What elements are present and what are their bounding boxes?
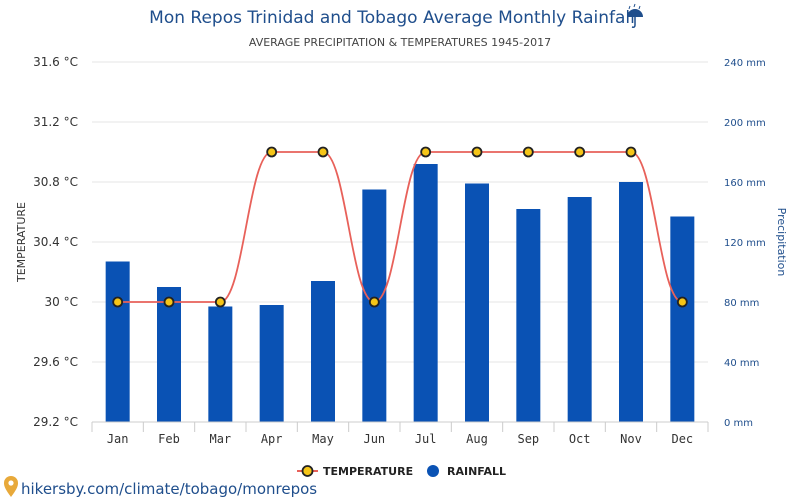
source-link[interactable]: hikersby.com/climate/tobago/monrepos: [21, 480, 317, 498]
chart-subtitle: AVERAGE PRECIPITATION & TEMPERATURES 194…: [249, 36, 551, 49]
temperature-point: [266, 146, 278, 158]
x-tick-label: Jul: [415, 432, 437, 446]
right-axis-label: Precipitation: [775, 208, 788, 277]
x-tick-label: Dec: [671, 432, 693, 446]
x-tick-label: Apr: [261, 432, 283, 446]
right-tick-label: 200 mm: [724, 118, 766, 129]
rainfall-bars: [105, 164, 695, 422]
x-tick-label: Aug: [466, 432, 488, 446]
rainfall-bar: [105, 261, 130, 422]
temperature-point: [676, 296, 688, 308]
right-tick-label: 240 mm: [724, 58, 766, 69]
right-tick-label: 120 mm: [724, 238, 766, 249]
rainfall-bar: [670, 216, 695, 422]
temperature-point: [471, 146, 483, 158]
temperature-series: [112, 146, 688, 308]
temperature-point: [522, 146, 534, 158]
x-tick-label: Nov: [620, 432, 642, 446]
legend-temperature-label: TEMPERATURE: [323, 465, 413, 478]
chart-title-group: Mon Repos Trinidad and Tobago Average Mo…: [149, 3, 643, 49]
location-pin-icon: [4, 476, 18, 497]
left-tick-label: 30 °C: [45, 295, 78, 309]
legend-rainfall-label: RAINFALL: [447, 465, 506, 478]
rainfall-bar: [208, 306, 233, 422]
temperature-point: [214, 296, 226, 308]
x-tick-label: Mar: [209, 432, 231, 446]
temperature-line: [117, 151, 683, 303]
legend-item-rainfall: RAINFALL: [427, 465, 506, 478]
temperature-point: [163, 296, 175, 308]
left-tick-label: 30.4 °C: [33, 235, 78, 249]
legend: TEMPERATURE RAINFALL: [297, 465, 506, 478]
left-tick-label: 29.2 °C: [33, 415, 78, 429]
rainfall-bar: [311, 281, 335, 422]
temperature-point: [112, 296, 124, 308]
chart-title: Mon Repos Trinidad and Tobago Average Mo…: [149, 8, 635, 28]
x-tick-label: Jan: [107, 432, 129, 446]
rainfall-bar: [259, 305, 284, 422]
x-axis: Jan Feb Mar Apr May Jun Jul Aug Sep Oct Nov Dec: [91, 421, 709, 446]
left-axis-label: TEMPERATURE: [15, 202, 28, 283]
rainfall-bar: [413, 164, 438, 422]
temperature-point: [368, 296, 380, 308]
left-tick-label: 31.2 °C: [33, 115, 78, 129]
rainfall-bar: [619, 182, 643, 422]
x-tick-label: Oct: [569, 432, 591, 446]
temperature-point: [420, 146, 432, 158]
rainfall-bar: [157, 287, 181, 422]
left-axis-ticks: 29.2 °C 29.6 °C 30 °C 30.4 °C 30.8 °C 31.2 °C…: [33, 55, 78, 429]
right-tick-label: 80 mm: [724, 298, 759, 309]
temperature-point: [625, 146, 637, 158]
rainfall-bar: [465, 183, 489, 422]
right-tick-label: 0 mm: [724, 418, 753, 429]
rainfall-bar: [516, 209, 541, 422]
left-tick-label: 30.8 °C: [33, 175, 78, 189]
left-tick-label: 29.6 °C: [33, 355, 78, 369]
x-tick-label: Sep: [517, 432, 539, 446]
right-axis-ticks: 0 mm 40 mm 80 mm 120 mm 160 mm 200 mm 240 mm: [724, 58, 766, 429]
grid: [92, 61, 708, 363]
right-tick-label: 40 mm: [724, 358, 759, 369]
x-tick-label: Jun: [363, 432, 385, 446]
x-tick-label: Feb: [158, 432, 180, 446]
footer-source[interactable]: hikersby.com/climate/tobago/monrepos: [4, 476, 317, 498]
legend-item-temperature: TEMPERATURE: [297, 465, 413, 478]
rainfall-bar: [567, 197, 592, 422]
umbrella-rain-icon: [627, 3, 643, 28]
legend-temperature-marker: [301, 465, 314, 477]
temperature-point: [574, 146, 586, 158]
x-tick-label: May: [312, 432, 334, 446]
right-tick-label: 160 mm: [724, 178, 766, 189]
left-tick-label: 31.6 °C: [33, 55, 78, 69]
temperature-point: [317, 146, 329, 158]
legend-rainfall-marker: [427, 465, 439, 477]
